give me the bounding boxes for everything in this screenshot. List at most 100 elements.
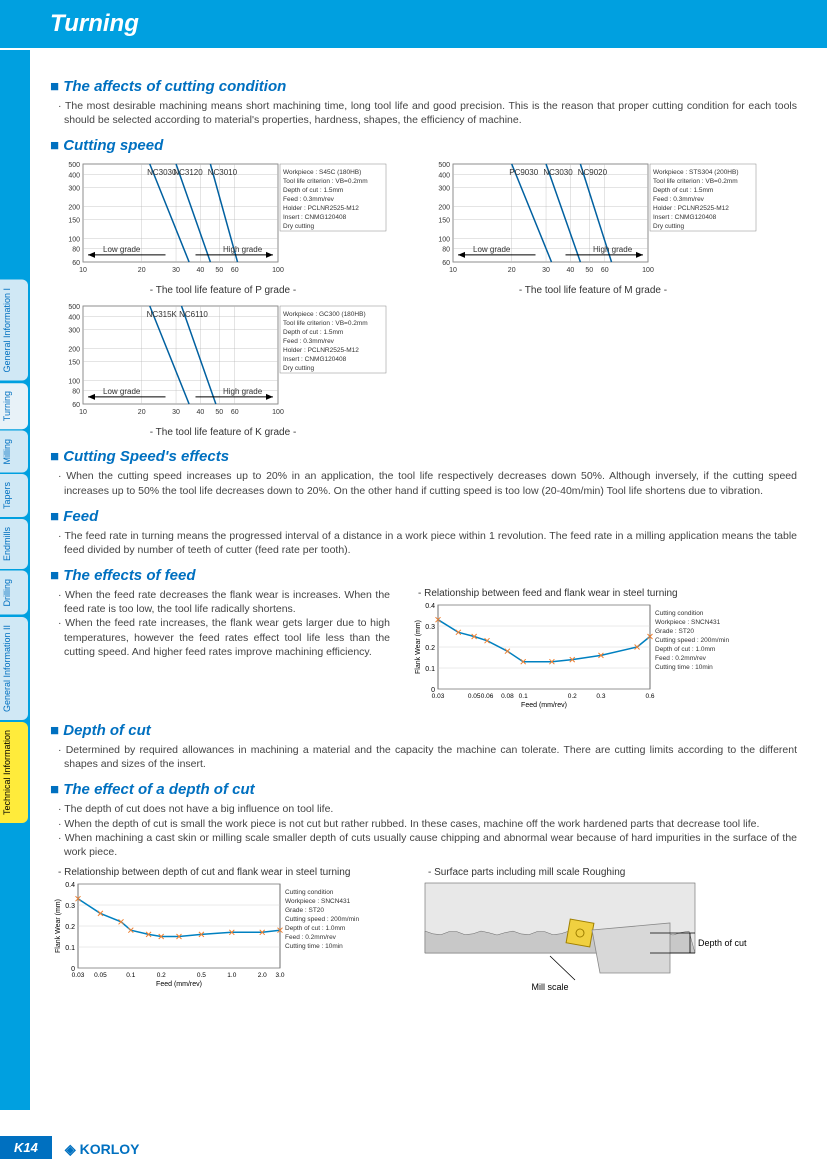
svg-text:60: 60	[442, 260, 450, 267]
text-affects: The most desirable machining means short…	[58, 99, 797, 127]
svg-text:0.3: 0.3	[65, 903, 75, 910]
svg-text:Depth of cut : 1.0mm: Depth of cut : 1.0mm	[655, 646, 715, 653]
svg-text:Feed : 0.3mm/rev: Feed : 0.3mm/rev	[653, 196, 705, 203]
svg-text:Dry cutting: Dry cutting	[283, 223, 314, 230]
svg-text:Cutting time : 10min: Cutting time : 10min	[285, 943, 343, 950]
text-depth: Determined by required allowances in mac…	[58, 743, 797, 771]
svg-text:500: 500	[68, 162, 80, 169]
svg-text:NC315K: NC315K	[147, 310, 178, 319]
svg-text:100: 100	[642, 267, 654, 274]
svg-text:500: 500	[438, 162, 450, 169]
svg-text:Dry cutting: Dry cutting	[283, 365, 314, 372]
svg-text:50: 50	[215, 409, 223, 416]
svg-text:80: 80	[442, 247, 450, 254]
bullet-depth-3: When machining a cast skin or milling sc…	[58, 831, 797, 859]
svg-text:Workpiece : S45C (180HB): Workpiece : S45C (180HB)	[283, 169, 361, 176]
svg-text:Grade : ST20: Grade : ST20	[285, 907, 324, 914]
svg-text:Cutting speed : 200m/min: Cutting speed : 200m/min	[655, 637, 729, 644]
svg-text:0.2: 0.2	[65, 924, 75, 931]
heading-feed: Feed	[50, 508, 797, 525]
svg-text:Cutting condition: Cutting condition	[285, 889, 334, 896]
roughing-diagram: - Surface parts including mill scale Rou…	[420, 867, 760, 1001]
svg-text:Depth of cut : 1.5mm: Depth of cut : 1.5mm	[283, 329, 343, 336]
svg-text:300: 300	[68, 328, 80, 335]
svg-text:200: 200	[68, 205, 80, 212]
svg-text:100: 100	[272, 267, 284, 274]
svg-text:0.1: 0.1	[126, 972, 135, 979]
svg-text:40: 40	[197, 409, 205, 416]
svg-text:100: 100	[272, 409, 284, 416]
svg-text:150: 150	[68, 360, 80, 367]
svg-text:60: 60	[231, 409, 239, 416]
svg-text:0.2: 0.2	[568, 693, 577, 700]
svg-text:NC9020: NC9020	[578, 168, 608, 177]
svg-text:Workpiece : SNCN431: Workpiece : SNCN431	[285, 898, 351, 905]
svg-text:Insert : CNMG120408: Insert : CNMG120408	[283, 214, 347, 221]
svg-text:100: 100	[68, 379, 80, 386]
svg-text:Flank Wear (mm): Flank Wear (mm)	[55, 899, 62, 953]
svg-text:Holder : PCLNR2525-M12: Holder : PCLNR2525-M12	[283, 205, 359, 212]
svg-text:0.4: 0.4	[65, 882, 75, 889]
chart-flank-depth: - Relationship between depth of cut and …	[50, 867, 390, 1001]
svg-text:0.06: 0.06	[481, 693, 494, 700]
svg-text:20: 20	[508, 267, 516, 274]
svg-text:NC3030: NC3030	[543, 168, 573, 177]
chart-p-grade: 6080100150200300400500102030405060100NC3…	[58, 160, 388, 296]
heading-depth: Depth of cut	[50, 722, 797, 739]
side-tab[interactable]: General Information II	[0, 617, 28, 720]
svg-text:30: 30	[542, 267, 550, 274]
svg-text:150: 150	[68, 218, 80, 225]
text-feed: The feed rate in turning means the progr…	[58, 529, 797, 557]
bullet-depth-1: The depth of cut does not have a big inf…	[58, 802, 797, 816]
page-title: Turning	[0, 0, 827, 48]
svg-text:Workpiece : STS304 (200HB): Workpiece : STS304 (200HB)	[653, 169, 739, 176]
svg-text:100: 100	[68, 237, 80, 244]
bullet-feed-1: When the feed rate decreases the flank w…	[58, 588, 390, 616]
side-tab[interactable]: Drilling	[0, 571, 28, 615]
svg-text:50: 50	[585, 267, 593, 274]
svg-text:Tool life criterion : VB=0.2mm: Tool life criterion : VB=0.2mm	[283, 320, 368, 327]
chart-k-grade: 6080100150200300400500102030405060100NC3…	[58, 302, 388, 438]
side-tab[interactable]: Milling	[0, 431, 28, 473]
side-tab[interactable]: Tapers	[0, 474, 28, 517]
svg-text:Feed (mm/rev): Feed (mm/rev)	[156, 981, 202, 988]
svg-text:10: 10	[79, 409, 87, 416]
svg-text:30: 30	[172, 409, 180, 416]
svg-text:0.2: 0.2	[157, 972, 166, 979]
svg-text:20: 20	[138, 267, 146, 274]
svg-text:80: 80	[72, 247, 80, 254]
svg-text:Mill scale: Mill scale	[531, 982, 568, 992]
svg-text:Cutting time : 10min: Cutting time : 10min	[655, 664, 713, 671]
side-tab[interactable]: Endmills	[0, 519, 28, 569]
svg-text:Cutting condition: Cutting condition	[655, 610, 704, 617]
chart-m-grade: 6080100150200300400500102030405060100PC9…	[428, 160, 758, 296]
svg-text:1.0: 1.0	[227, 972, 236, 979]
svg-text:0.1: 0.1	[65, 945, 75, 952]
svg-text:200: 200	[68, 347, 80, 354]
side-tab[interactable]: Technical Information	[0, 722, 28, 823]
svg-text:Depth of cut : 1.5mm: Depth of cut : 1.5mm	[653, 187, 713, 194]
svg-text:Tool life criterion : VB=0.2mm: Tool life criterion : VB=0.2mm	[283, 178, 368, 185]
svg-text:0.6: 0.6	[645, 693, 654, 700]
roughing-title: - Surface parts including mill scale Rou…	[428, 867, 760, 878]
svg-text:100: 100	[438, 237, 450, 244]
caption-p: - The tool life feature of P grade -	[58, 285, 388, 296]
svg-text:50: 50	[215, 267, 223, 274]
svg-text:2.0: 2.0	[258, 972, 267, 979]
svg-text:60: 60	[231, 267, 239, 274]
svg-text:High grade: High grade	[223, 387, 263, 396]
svg-text:Holder : PCLNR2525-M12: Holder : PCLNR2525-M12	[283, 347, 359, 354]
svg-text:Grade : ST20: Grade : ST20	[655, 628, 694, 635]
caption-k: - The tool life feature of K grade -	[58, 427, 388, 438]
svg-text:500: 500	[68, 304, 80, 311]
svg-text:10: 10	[449, 267, 457, 274]
svg-text:3.0: 3.0	[275, 972, 284, 979]
heading-effect-depth: The effect of a depth of cut	[50, 781, 797, 798]
svg-text:60: 60	[72, 402, 80, 409]
svg-text:300: 300	[438, 186, 450, 193]
side-tab[interactable]: Turning	[0, 383, 28, 429]
svg-text:Cutting speed : 200m/min: Cutting speed : 200m/min	[285, 916, 359, 923]
side-tab[interactable]: General Information I	[0, 280, 28, 381]
svg-text:Insert : CNMG120408: Insert : CNMG120408	[653, 214, 717, 221]
content: The affects of cutting condition The mos…	[50, 48, 797, 1001]
